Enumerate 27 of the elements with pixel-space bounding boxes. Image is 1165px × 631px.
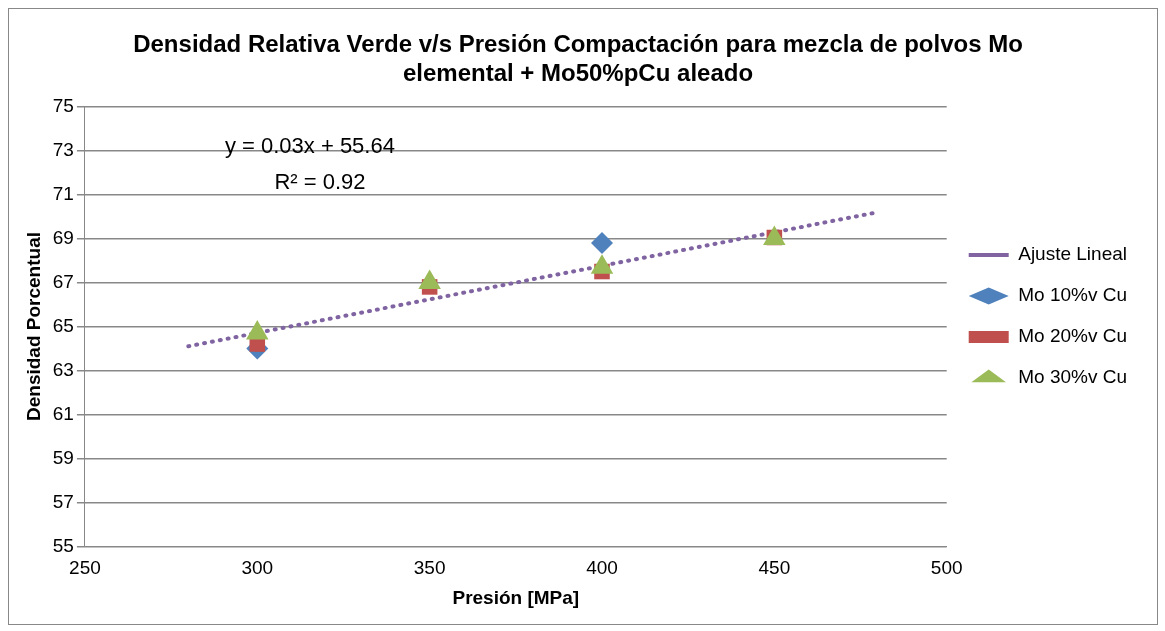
annotation: R² = 0.92 [274,168,366,194]
x-tick-label: 350 [413,557,446,579]
x-tick-label: 300 [241,557,274,579]
x-tick-label: 450 [758,557,791,579]
legend-label: Ajuste Lineal [1018,243,1127,265]
y-tick-label: 71 [52,182,74,204]
x-tick-label: 400 [586,557,618,579]
x-axis-title: Presión [MPa] [452,586,580,608]
legend-label: Mo 20%v Cu [1018,325,1127,347]
y-tick-label: 59 [52,446,74,468]
legend-label: Mo 10%v Cu [1018,284,1127,306]
y-tick-label: 55 [52,534,74,556]
y-tick-label: 63 [52,358,74,380]
y-tick-label: 69 [52,226,74,248]
chart-title: Densidad Relativa Verde v/s Presión Compactación para mezcla de polvos Mo elemental + Mo50%pCu aleado [133,30,1023,86]
y-tick-label: 67 [52,270,74,292]
legend-label: Mo 30%v Cu [1018,366,1127,388]
point [591,231,613,254]
y-tick-label: 75 [52,94,74,116]
y-tick-label: 73 [52,138,74,160]
y-tick-label: 57 [52,490,74,512]
y-tick-label: 65 [52,314,74,336]
y-axis-title: Densidad Porcentual [22,232,44,421]
annotation: y = 0.03x + 55.64 [224,132,395,158]
y-tick-label: 61 [52,402,74,424]
x-tick-label: 250 [69,557,101,579]
x-tick-label: 500 [930,557,963,579]
